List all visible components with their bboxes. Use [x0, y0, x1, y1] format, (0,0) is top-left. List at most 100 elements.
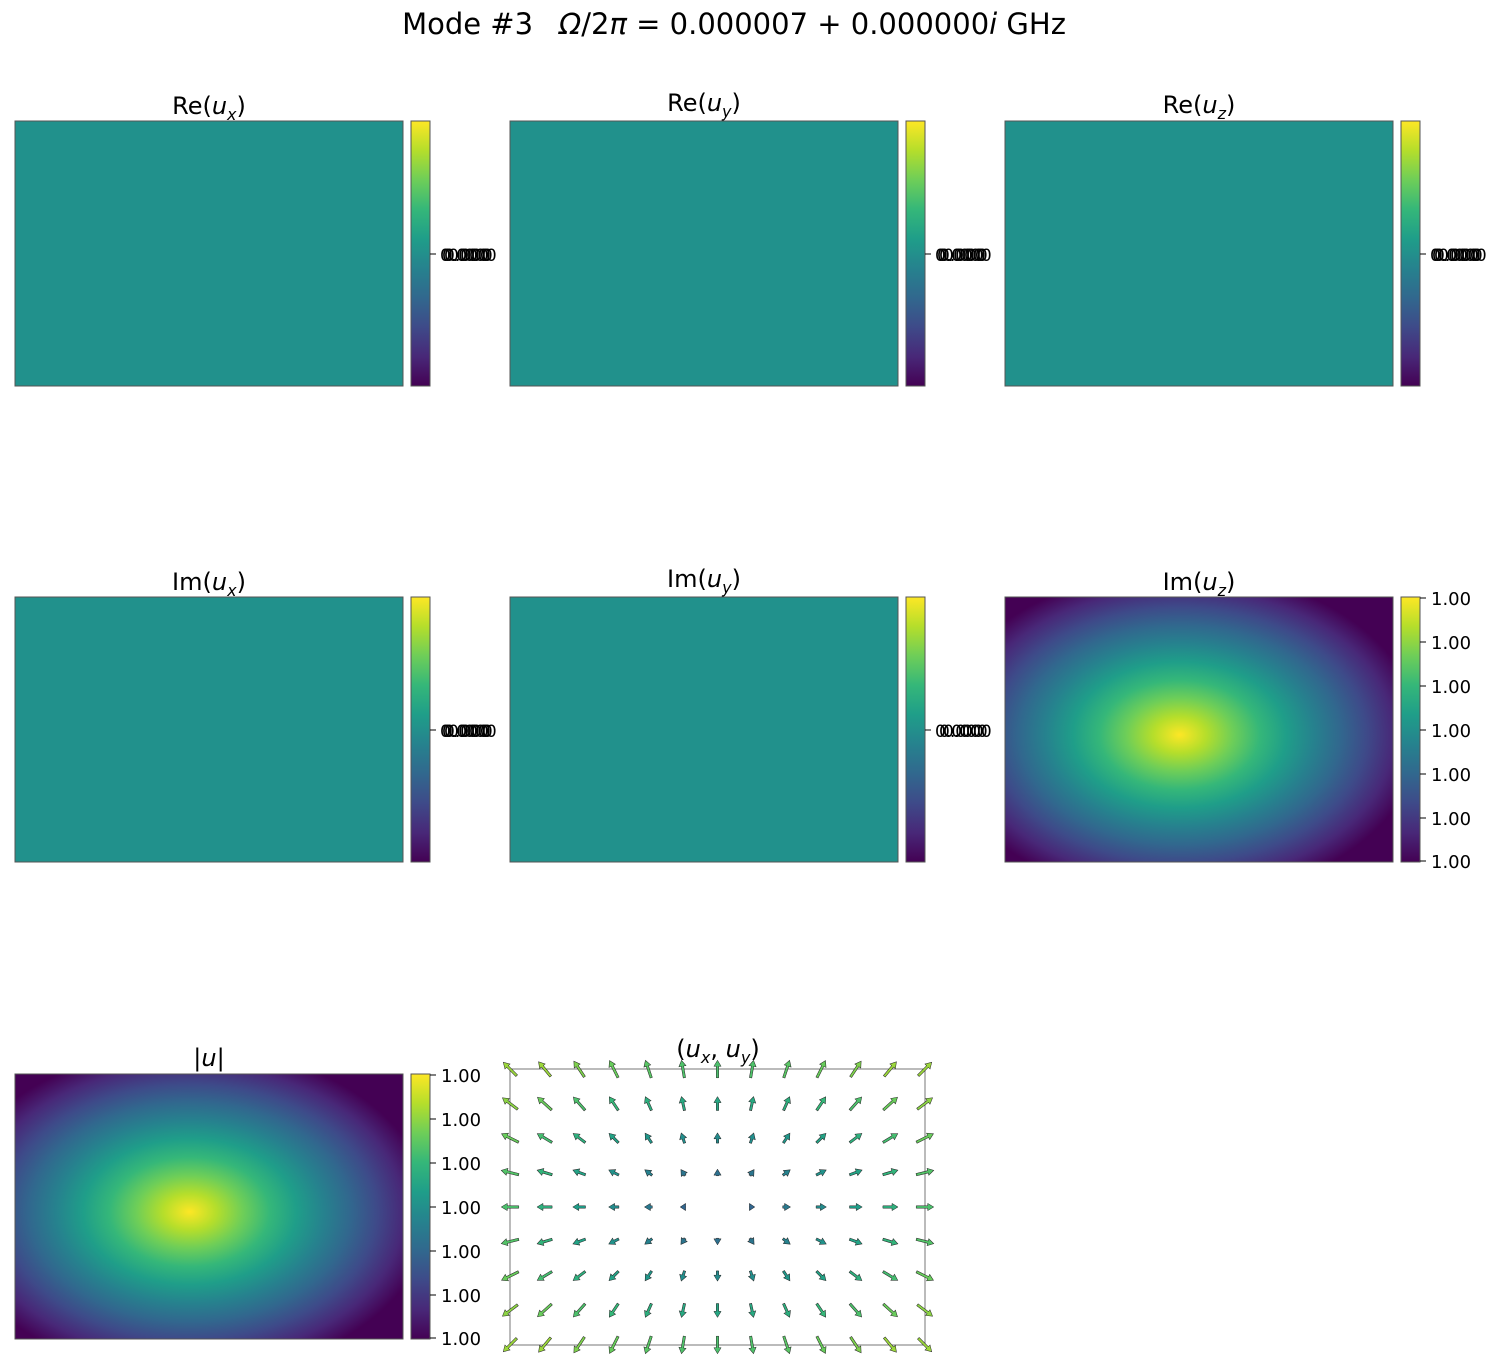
colorbar-tick-label: 1.00: [441, 1286, 481, 1307]
quiver-arrow: [882, 1096, 898, 1112]
quiver-arrow: [572, 1096, 587, 1112]
title-symbol: u: [201, 1044, 216, 1072]
quiver-arrow: [678, 1059, 687, 1079]
quiver-arrow: [882, 1133, 899, 1144]
quiver-arrow: [748, 1335, 757, 1355]
colorbar-tick-label: 0.000: [943, 722, 992, 742]
colorbar-tick-label: 0.000: [440, 246, 489, 266]
quiver-arrow: [917, 1061, 933, 1077]
quiver-arrow: [678, 1096, 687, 1111]
colorbar: [410, 596, 431, 863]
quiver-arrow: [815, 1060, 827, 1079]
title-symbol: u: [212, 92, 227, 120]
figure-title-prefix: Mode #3: [402, 7, 533, 41]
title-prefix: Im(: [667, 565, 707, 593]
quiver-arrow: [536, 1168, 553, 1177]
quiver-arrow: [678, 1303, 687, 1318]
colorbar: [410, 120, 431, 387]
quiver-arrow: [848, 1096, 863, 1112]
quiver-arrow: [608, 1132, 620, 1144]
title-prefix: Re(: [1163, 91, 1203, 119]
colorbar-tick-label: 1.00: [441, 1066, 481, 1087]
heatmap-area: [1004, 120, 1394, 387]
quiver-arrow: [916, 1303, 933, 1317]
quiver-arrow: [713, 1335, 722, 1355]
quiver-arrow: [572, 1133, 587, 1144]
title-symbol: u: [707, 89, 722, 117]
quiver-arrow: [849, 1202, 863, 1212]
quiver-arrows: [500, 1059, 935, 1355]
quiver-arrow: [883, 1336, 897, 1353]
quiver-arrow: [572, 1168, 587, 1177]
quiver-arrow: [749, 1202, 756, 1212]
title-symbol: u: [212, 568, 227, 596]
panel-re-ux: Re(ux) 0.000 0.000 0.000 0.000: [14, 92, 497, 387]
colorbar-tick-label: 0.000: [442, 722, 491, 742]
title-subscript-2: y: [740, 1048, 751, 1067]
quiver-arrow: [782, 1132, 791, 1144]
colorbar-tick-label: 0.000: [444, 722, 493, 742]
quiver-arrow: [537, 1302, 553, 1318]
quiver-arrow: [849, 1060, 862, 1078]
panel-re-uy: Re(uy) 0.000 0.000 0.000 0.000: [509, 89, 992, 387]
colorbar: [905, 120, 926, 387]
quiver-arrow: [782, 1059, 792, 1079]
colorbar-tick-label: 1.00: [441, 1198, 481, 1219]
figure-title-omega: Ω: [558, 7, 581, 41]
title-symbol-2: u: [726, 1035, 741, 1063]
title-suffix: ): [1226, 91, 1235, 119]
quiver-arrow: [815, 1132, 827, 1144]
colorbar-tick-label: 1.00: [441, 1242, 481, 1263]
panel-quiver-uxuy: (ux, uy): [500, 1035, 935, 1355]
quiver-arrow: [713, 1059, 722, 1079]
quiver-arrow: [713, 1237, 722, 1246]
colorbar-tick-label: 0.000: [448, 722, 497, 742]
panel-title: Re(uz): [1163, 91, 1236, 123]
quiver-arrow: [501, 1132, 520, 1144]
title-prefix: Im(: [172, 568, 212, 596]
quiver-arrow: [608, 1335, 620, 1354]
colorbar-tick-label: 1.00: [1431, 633, 1471, 654]
panel-title: Im(uy): [667, 565, 741, 597]
quiver-arrow: [572, 1270, 587, 1281]
quiver-arrow: [713, 1270, 722, 1282]
quiver-arrow: [608, 1169, 620, 1177]
quiver-arrow: [502, 1061, 518, 1077]
quiver-arrow: [815, 1096, 827, 1112]
quiver-arrow: [536, 1133, 553, 1144]
quiver-arrow: [573, 1336, 586, 1354]
quiver-arrow: [915, 1270, 934, 1282]
title-subscript: x: [226, 581, 237, 600]
colorbar: [1400, 596, 1421, 863]
quiver-arrow: [644, 1237, 654, 1245]
quiver-arrow: [643, 1059, 653, 1079]
colorbar-tick-label: 1.00: [441, 1110, 481, 1131]
colorbar-tick-label: 1.00: [441, 1329, 481, 1350]
colorbar-tick-label: 0.000: [939, 246, 988, 266]
quiver-arrow: [782, 1202, 792, 1212]
quiver-arrow: [849, 1336, 862, 1354]
quiver-arrow: [644, 1169, 654, 1177]
quiver-arrow: [882, 1237, 899, 1246]
title-prefix: |: [193, 1044, 201, 1072]
title-prefix: (: [676, 1035, 685, 1063]
colorbar-tick-label: 0.000: [943, 246, 992, 266]
quiver-arrow: [782, 1335, 792, 1355]
quiver-arrow: [644, 1096, 653, 1112]
quiver-arrow: [538, 1061, 552, 1078]
quiver-arrow: [882, 1168, 899, 1177]
quiver-arrow: [747, 1169, 755, 1177]
quiver-arrow: [815, 1169, 827, 1177]
quiver-arrow: [815, 1202, 827, 1212]
title-prefix: Re(: [172, 92, 212, 120]
quiver-arrow: [915, 1132, 934, 1144]
title-suffix: ): [750, 1035, 759, 1063]
panel-title: Im(ux): [172, 568, 246, 600]
heatmap-area: [509, 120, 899, 387]
quiver-arrow: [608, 1202, 620, 1212]
panel-im-ux: Im(ux) 0.000 0.000 0.000 0.000: [14, 568, 497, 863]
panel-title: Re(uy): [667, 89, 741, 121]
quiver-arrow: [815, 1270, 827, 1282]
quiver-arrow: [747, 1270, 756, 1282]
